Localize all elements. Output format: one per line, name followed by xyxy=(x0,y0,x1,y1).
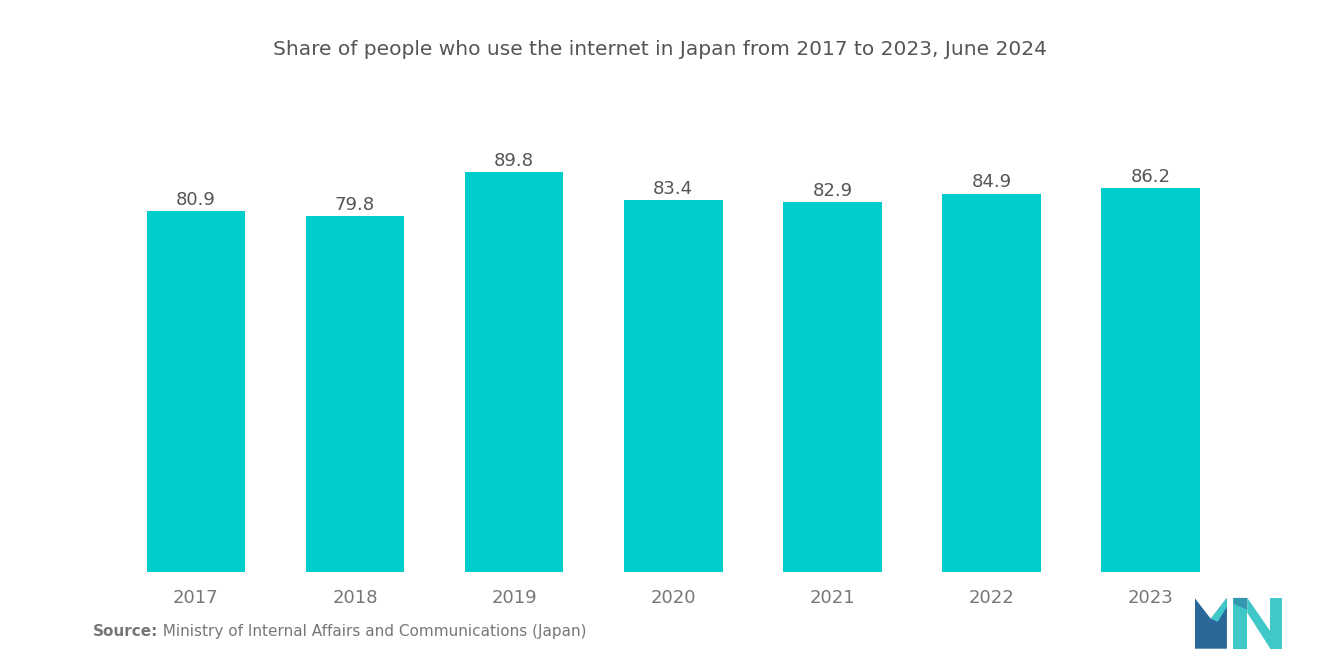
Polygon shape xyxy=(1195,598,1228,649)
Polygon shape xyxy=(1210,598,1228,622)
Bar xyxy=(942,194,1040,572)
Text: 83.4: 83.4 xyxy=(653,180,693,198)
Text: Ministry of Internal Affairs and Communications (Japan): Ministry of Internal Affairs and Communi… xyxy=(153,624,586,639)
Bar xyxy=(147,211,246,572)
Polygon shape xyxy=(1233,598,1247,610)
Text: Source:: Source: xyxy=(92,624,158,639)
Bar xyxy=(783,202,882,572)
Text: 82.9: 82.9 xyxy=(812,182,853,200)
Bar xyxy=(306,216,404,572)
Text: 86.2: 86.2 xyxy=(1130,168,1171,186)
Text: 80.9: 80.9 xyxy=(176,191,215,209)
Polygon shape xyxy=(1233,598,1247,649)
Polygon shape xyxy=(1247,598,1283,649)
Text: 84.9: 84.9 xyxy=(972,174,1011,192)
Bar xyxy=(624,200,722,572)
Text: Share of people who use the internet in Japan from 2017 to 2023, June 2024: Share of people who use the internet in … xyxy=(273,40,1047,59)
Bar xyxy=(1101,188,1200,572)
Text: 89.8: 89.8 xyxy=(494,152,535,170)
Text: 79.8: 79.8 xyxy=(335,196,375,214)
Polygon shape xyxy=(1270,598,1283,649)
Bar xyxy=(465,172,564,572)
